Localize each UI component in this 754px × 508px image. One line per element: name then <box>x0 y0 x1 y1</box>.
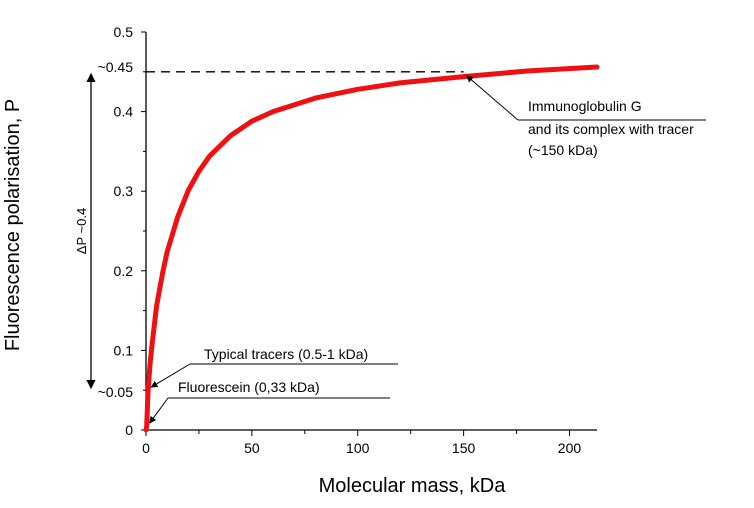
y-tick-label: 0.1 <box>114 342 134 358</box>
delta-p-label: ΔP ~0.4 <box>74 208 89 254</box>
plot-area: ΔP ~0.4 <box>74 64 600 433</box>
tracers-annotation-text: Typical tracers (0.5-1 kDa) <box>204 346 368 362</box>
axes <box>145 32 597 431</box>
ticks: 0 50 100 150 200 0 0.1 0.2 0.3 0.4 0.5 ~0.05 ~0.45 <box>98 24 582 456</box>
x-tick-label: 150 <box>452 440 476 456</box>
y-axis-label: Fluorescence polarisation, P <box>2 99 24 351</box>
y-tick-label: 0 <box>125 422 133 438</box>
x-tick-label: 200 <box>558 440 582 456</box>
fluorescein-annotation-text: Fluorescein (0,33 kDa) <box>178 379 320 395</box>
y-tick-label: 0.2 <box>114 263 134 279</box>
x-tick-label: 50 <box>244 440 260 456</box>
igg-annotation-text: (~150 kDa) <box>528 142 598 158</box>
fluorescein-arrow <box>149 397 169 424</box>
igg-annotation-text: Immunoglobulin G <box>528 98 642 114</box>
x-axis-label: Molecular mass, kDa <box>319 475 507 497</box>
y-tick-label: 0.3 <box>114 183 134 199</box>
y-tick-label: 0.4 <box>114 104 134 120</box>
y-extra-tick-label: ~0.45 <box>98 59 134 75</box>
igg-arrow <box>466 75 519 121</box>
y-extra-tick-label: ~0.05 <box>98 384 134 400</box>
series-line <box>143 64 600 433</box>
x-tick-label: 0 <box>142 440 150 456</box>
igg-annotation-text: and its complex with tracer <box>528 121 694 137</box>
annotations: Immunoglobulin G and its complex with tra… <box>149 75 706 424</box>
x-tick-label: 100 <box>346 440 370 456</box>
y-tick-label: 0.5 <box>114 24 134 40</box>
tracers-arrow <box>150 363 191 388</box>
